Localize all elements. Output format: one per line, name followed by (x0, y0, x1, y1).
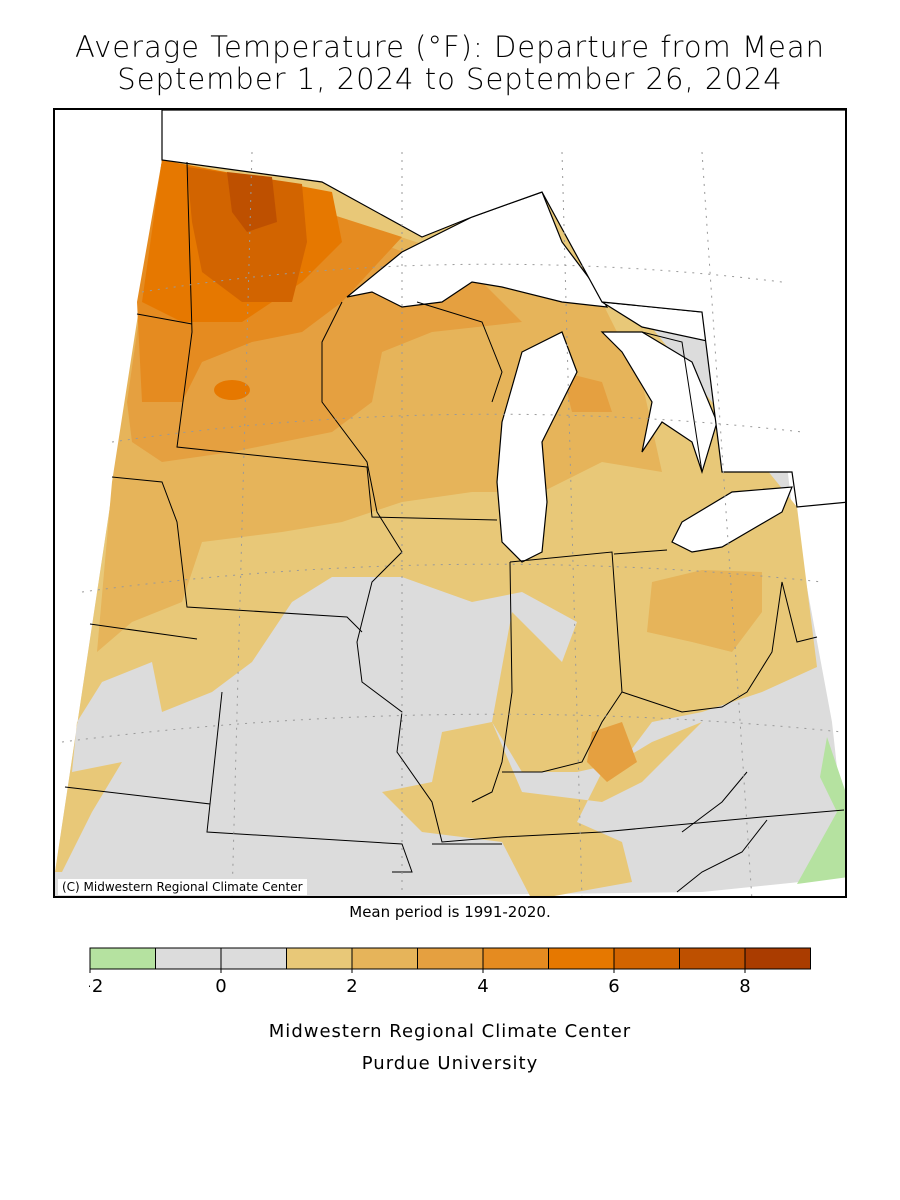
legend-bin (613, 947, 680, 970)
legend-bin (351, 947, 418, 970)
legend-tick-label: 8 (739, 976, 750, 997)
footer-university: Purdue University (361, 1053, 539, 1074)
band-7-8 (227, 172, 277, 232)
legend-bin (679, 947, 746, 970)
legend-tick-label: 2 (346, 976, 357, 997)
legend-bin (220, 947, 287, 970)
band-5-6-spot (214, 380, 250, 400)
great-lakes (161, 110, 845, 563)
map-title-line2: September 1, 2024 to September 26, 2024 (117, 62, 783, 96)
map-credit: (C) Midwestern Regional Climate Center (58, 879, 307, 895)
band-6-7 (187, 167, 307, 302)
legend-bin (155, 947, 222, 970)
band-3-4-mi (562, 372, 612, 412)
legend-bin (286, 947, 353, 970)
mean-period-note: Mean period is 1991-2020. (349, 903, 551, 921)
legend-bin (89, 947, 156, 970)
band-2-3-ohio (647, 570, 762, 652)
lake-michigan (496, 331, 578, 563)
legend-bin (744, 947, 811, 970)
legend-tick-label: 4 (477, 976, 488, 997)
temperature-departure-map (53, 108, 847, 898)
band-neg2-neg1 (797, 737, 845, 884)
footer-org: Midwestern Regional Climate Center (268, 1021, 632, 1042)
band-3-4-ky (587, 722, 637, 782)
map-svg (55, 110, 845, 896)
legend-svg: −2 0 2 4 6 8 (77, 947, 811, 997)
legend-tick-label: 0 (215, 976, 226, 997)
legend-bin (548, 947, 615, 970)
lake-erie (671, 486, 793, 553)
legend-tick-label: 6 (608, 976, 619, 997)
legend-bin (482, 947, 549, 970)
color-legend: −2 0 2 4 6 8 (77, 947, 829, 1001)
graticule (61, 151, 843, 896)
map-title-line1: Average Temperature (°F): Departure from… (74, 30, 826, 64)
lake-huron (600, 331, 718, 474)
state-borders (64, 161, 845, 893)
legend-bin (417, 947, 484, 970)
canada-white (161, 110, 845, 508)
legend-tick-label: −2 (89, 976, 103, 997)
